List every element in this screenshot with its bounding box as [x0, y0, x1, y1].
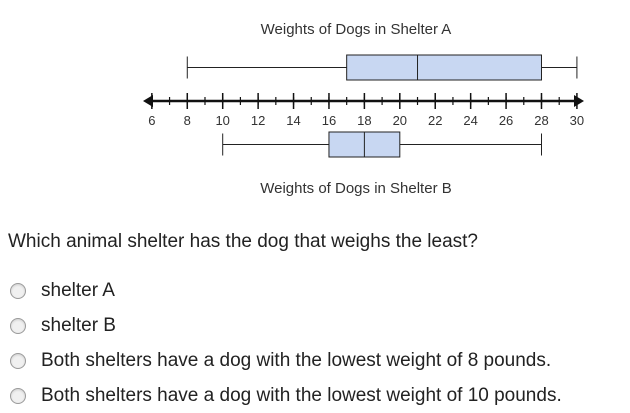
tick-label: 16 — [322, 113, 336, 128]
tick-label: 6 — [148, 113, 155, 128]
tick-label: 22 — [428, 113, 442, 128]
option-both-10-pounds[interactable]: Both shelters have a dog with the lowest… — [10, 378, 562, 413]
tick-label: 8 — [184, 113, 191, 128]
tick-label: 24 — [463, 113, 477, 128]
tick-label: 14 — [286, 113, 300, 128]
question-text: Which animal shelter has the dog that we… — [8, 231, 478, 252]
tick-label: 30 — [570, 113, 584, 128]
radio-button[interactable] — [10, 387, 26, 404]
option-both-8-pounds[interactable]: Both shelters have a dog with the lowest… — [10, 343, 562, 378]
radio-button[interactable] — [10, 352, 26, 369]
axis-arrow-left — [143, 95, 153, 107]
option-label: shelter B — [41, 314, 116, 336]
option-label: Both shelters have a dog with the lowest… — [41, 349, 552, 371]
radio-button[interactable] — [10, 282, 26, 299]
radio-button[interactable] — [10, 317, 26, 334]
box-plot-shelter-a — [186, 54, 578, 81]
option-shelter-b[interactable]: shelter B — [10, 308, 562, 343]
option-shelter-a[interactable]: shelter A — [10, 273, 562, 308]
plot-title-b: Weights of Dogs in Shelter B — [260, 180, 451, 197]
plot-title-a: Weights of Dogs in Shelter A — [261, 21, 452, 38]
box-plot-shelter-b — [222, 131, 542, 158]
tick-label: 20 — [393, 113, 407, 128]
axis-arrow-right — [574, 95, 584, 107]
tick-label: 28 — [534, 113, 548, 128]
tick-label: 26 — [499, 113, 513, 128]
tick-label: 18 — [357, 113, 371, 128]
box-plot-figure: Weights of Dogs in Shelter A 6 8 10 12 14 16 1… — [143, 21, 584, 197]
option-label: Both shelters have a dog with the lowest… — [41, 384, 562, 406]
iqr-box — [346, 54, 542, 81]
number-line: 6 8 10 12 14 16 18 20 22 24 26 28 30 — [143, 93, 584, 128]
tick-label: 10 — [215, 113, 229, 128]
tick-label: 12 — [251, 113, 265, 128]
answer-options: shelter A shelter B Both shelters have a… — [10, 273, 562, 413]
option-label: shelter A — [41, 279, 115, 301]
